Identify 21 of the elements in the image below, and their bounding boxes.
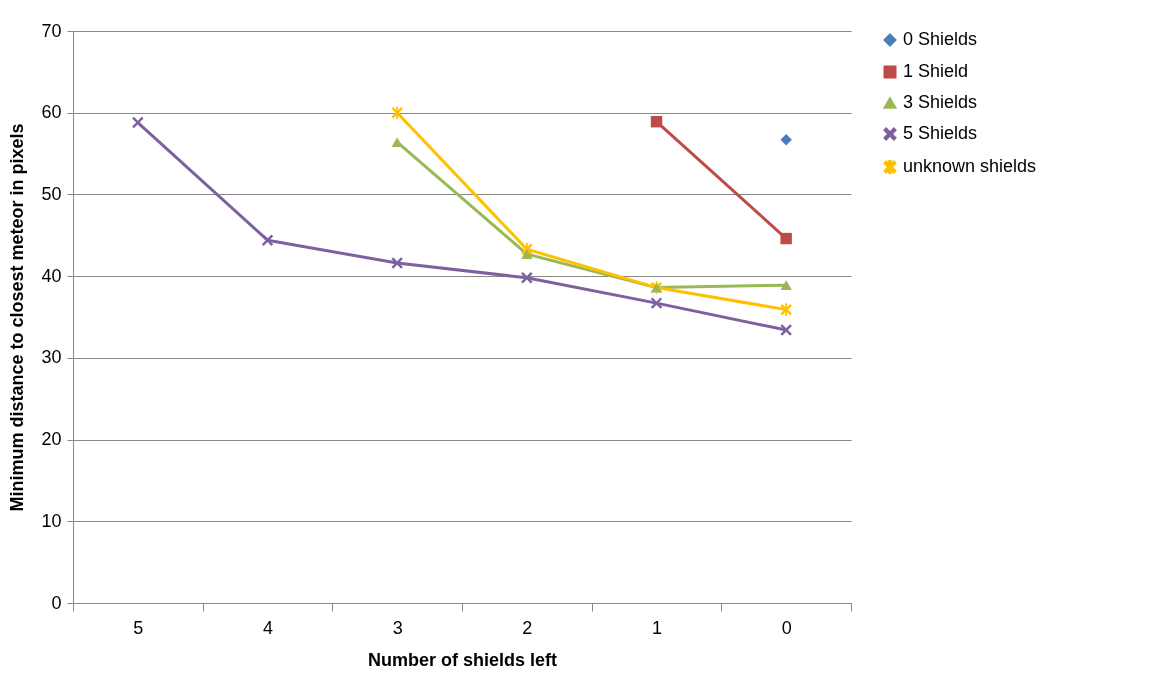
y-axis-title: Minimum distance to closest meteor in pixels	[7, 123, 28, 512]
y-tick-label: 40	[41, 265, 62, 286]
x-tick-label: 1	[651, 617, 663, 638]
legend-label: unknown shields	[903, 156, 1037, 176]
y-tick-label: 10	[41, 510, 62, 531]
y-tick-label: 70	[41, 20, 62, 41]
legend-label: 0 Shields	[903, 29, 978, 49]
x-tick-label: 5	[133, 617, 144, 638]
y-tick-label: 60	[41, 102, 62, 123]
legend-label: 5 Shields	[903, 123, 978, 143]
x-axis-title: Number of shields left	[367, 649, 558, 670]
x-tick-label: 2	[522, 617, 533, 638]
x-tick-label: 0	[781, 617, 792, 638]
y-tick-label: 20	[41, 429, 62, 450]
legend-label: 1 Shield	[903, 61, 969, 81]
y-tick-label: 30	[41, 347, 62, 368]
x-tick-label: 4	[262, 617, 274, 638]
legend-label: 3 Shields	[903, 92, 978, 112]
y-tick-label: 50	[41, 183, 62, 204]
y-tick-label: 0	[51, 592, 62, 613]
x-tick-label: 3	[392, 617, 403, 638]
